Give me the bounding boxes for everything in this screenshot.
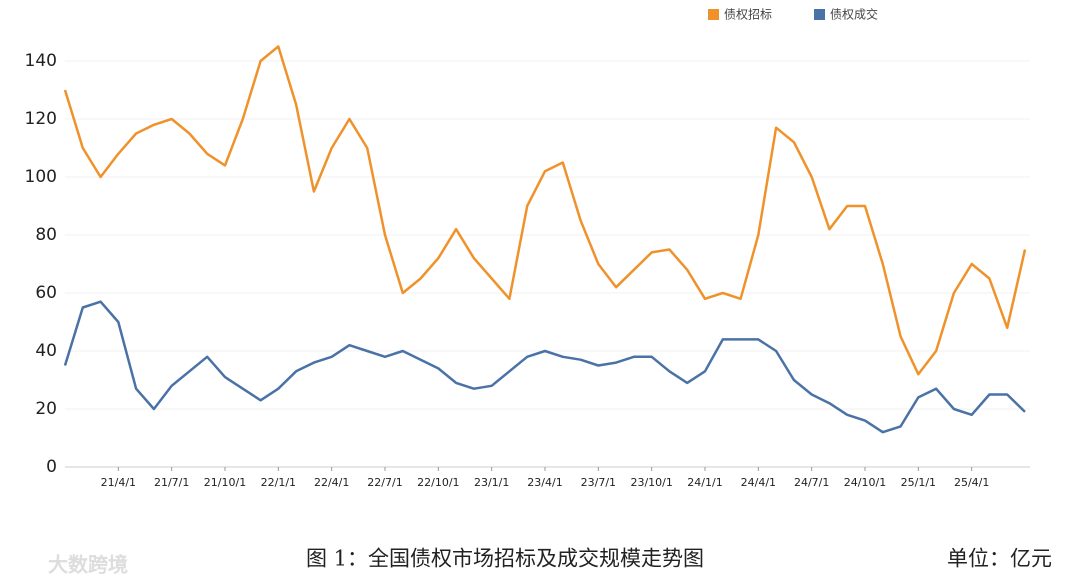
legend-label: 债权招标 [724,8,772,22]
x-tick-label: 23/10/1 [630,476,672,489]
unit-label: 单位：亿元 [947,547,1052,571]
x-tick-label: 21/4/1 [101,476,136,489]
y-tick-label: 40 [35,341,57,361]
x-tick-label: 23/1/1 [474,476,509,489]
x-tick-label: 24/10/1 [844,476,886,489]
y-tick-label: 140 [25,51,57,71]
x-tick-label: 24/4/1 [741,476,776,489]
x-tick-label: 21/7/1 [154,476,189,489]
x-tick-label: 25/1/1 [901,476,936,489]
x-tick-label: 22/1/1 [261,476,296,489]
legend-label: 债权成交 [830,7,878,22]
x-tick-label: 22/4/1 [314,476,349,489]
x-tick-label: 22/7/1 [367,476,402,489]
y-tick-label: 20 [35,399,57,419]
chart-title: 图 1：全国债权市场招标及成交规模走势图 [306,547,704,571]
legend-swatch [708,9,719,20]
legend-swatch [814,9,825,20]
y-tick-label: 0 [46,457,57,477]
x-tick-label: 24/7/1 [794,476,829,489]
x-tick-label: 22/10/1 [417,476,459,489]
y-tick-label: 80 [35,225,57,245]
x-tick-label: 21/10/1 [204,476,246,489]
x-tick-label: 25/4/1 [954,476,989,489]
y-tick-label: 120 [25,109,57,129]
x-tick-label: 23/4/1 [527,476,562,489]
y-tick-label: 100 [25,167,57,187]
series-line [63,45,1027,376]
y-tick-label: 60 [35,283,57,303]
x-tick-label: 24/1/1 [687,476,722,489]
watermark: 大数跨境 [48,553,128,577]
x-tick-label: 23/7/1 [581,476,616,489]
series-line [63,300,1026,434]
